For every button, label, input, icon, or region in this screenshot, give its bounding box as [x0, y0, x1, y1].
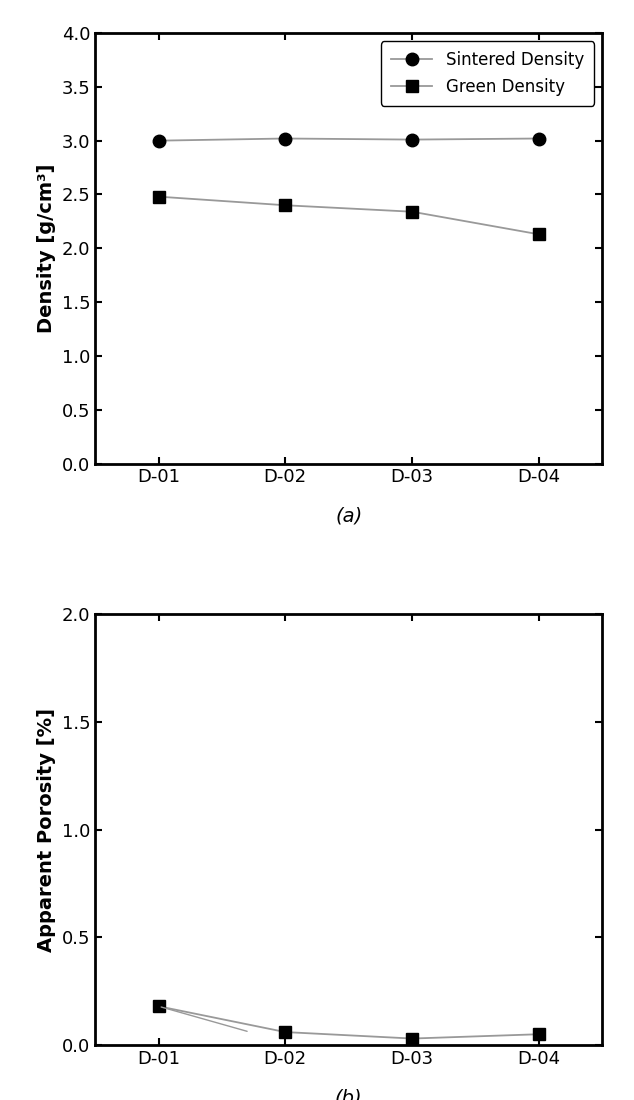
- Sintered Density: [155, 134, 162, 147]
- Green Density: [281, 199, 289, 212]
- Text: (b): (b): [335, 1088, 363, 1100]
- Sintered Density: [281, 132, 289, 145]
- Sintered Density: [535, 132, 543, 145]
- Y-axis label: Density [g/cm³]: Density [g/cm³]: [37, 164, 56, 333]
- Legend: Sintered Density, Green Density: Sintered Density, Green Density: [380, 42, 594, 106]
- Sintered Density: [408, 133, 416, 146]
- Y-axis label: Apparent Porosity [%]: Apparent Porosity [%]: [37, 707, 56, 952]
- Line: Green Density: Green Density: [152, 190, 545, 241]
- Green Density: [535, 228, 543, 241]
- Green Density: [408, 205, 416, 218]
- Line: Sintered Density: Sintered Density: [152, 132, 545, 147]
- Text: (a): (a): [335, 507, 362, 526]
- Green Density: [155, 190, 162, 204]
